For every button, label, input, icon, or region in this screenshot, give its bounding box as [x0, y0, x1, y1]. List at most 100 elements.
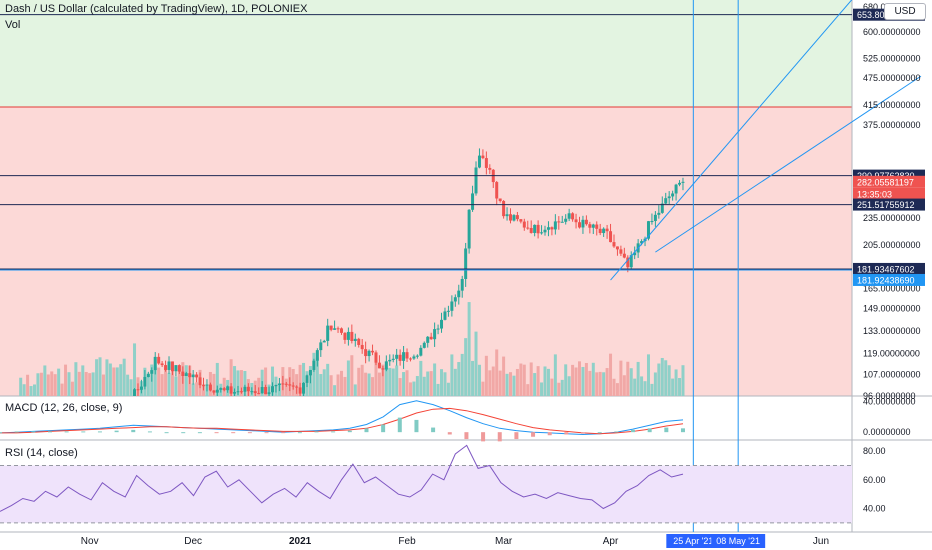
- volume-bar: [643, 381, 647, 396]
- candle-body: [295, 386, 299, 388]
- volume-bar: [646, 354, 650, 396]
- volume-bar: [333, 385, 337, 396]
- volume-bar: [481, 381, 485, 396]
- volume-bar: [229, 359, 233, 396]
- candle-body: [136, 389, 140, 391]
- candle-body: [653, 214, 657, 222]
- volume-bar: [533, 373, 537, 396]
- currency-badge[interactable]: USD: [884, 3, 926, 20]
- volume-bar: [567, 376, 571, 396]
- candle-body: [564, 218, 568, 222]
- volume-bar: [519, 363, 523, 396]
- candle-body: [212, 390, 216, 393]
- volume-bar: [667, 365, 671, 396]
- volume-bar: [319, 374, 323, 396]
- candle-body: [584, 219, 588, 225]
- drawn-lines[interactable]: [0, 0, 922, 532]
- candle-body: [143, 376, 147, 387]
- volume-bar: [22, 384, 26, 396]
- macd-histogram-bar: [680, 428, 685, 433]
- price-label-box: [853, 273, 925, 286]
- candle-body: [164, 365, 168, 370]
- volume-bar: [26, 374, 30, 396]
- macd-histogram-bar: [147, 431, 152, 433]
- candle-body: [391, 358, 395, 360]
- candle-body: [609, 231, 613, 243]
- volume-bar: [146, 375, 150, 396]
- volume-bar: [657, 363, 661, 396]
- macd-histogram-bar: [364, 428, 369, 433]
- candle-body: [433, 329, 437, 340]
- candle-body: [288, 384, 292, 386]
- volume-bar: [112, 367, 116, 396]
- candle-body: [512, 215, 516, 221]
- volume-bar: [329, 375, 333, 396]
- price-tick-label: 525.00000000: [863, 53, 921, 63]
- candle-body: [346, 331, 350, 340]
- price-label-box: [853, 175, 925, 188]
- candle-body: [333, 328, 337, 330]
- candle-body: [302, 382, 306, 394]
- volume-bar: [191, 383, 195, 396]
- volume-bar: [640, 376, 644, 396]
- candle-body: [419, 347, 423, 356]
- macd-histogram-bar: [631, 429, 636, 433]
- candle-body: [291, 385, 295, 387]
- candle-body: [191, 374, 195, 378]
- volume-bar: [581, 366, 585, 396]
- volume-bar: [433, 363, 437, 396]
- candle-body: [246, 386, 250, 392]
- macd-histogram-bar: [131, 429, 136, 433]
- volume-bar: [167, 372, 171, 396]
- volume-bar: [453, 368, 457, 396]
- volume-bar: [70, 381, 74, 396]
- candle-body: [612, 242, 616, 247]
- volume-bar: [633, 378, 637, 396]
- time-axis[interactable]: Nov Dec 2021 Feb Mar Apr Jun 25 Apr '21 08 May '…: [81, 534, 829, 548]
- volume-bar: [653, 372, 657, 396]
- background-layer: [0, 0, 932, 533]
- candle-body: [557, 221, 561, 223]
- countdown-text: 13:35:03: [857, 189, 892, 199]
- volume-bar: [450, 354, 454, 396]
- volume-bar: [371, 377, 375, 396]
- volume-bar: [264, 367, 268, 396]
- candle-body: [181, 371, 185, 376]
- volume-bar: [295, 374, 299, 396]
- macd-histogram-bar: [181, 432, 186, 434]
- macd-histogram-bar: [314, 431, 319, 433]
- price-axis[interactable]: 96.00000000 107.00000000 119.00000000 133.0…: [853, 2, 925, 514]
- macd-histogram-bar: [0, 432, 2, 434]
- candle-body: [446, 310, 450, 312]
- macd-histogram-bar: [14, 431, 19, 433]
- candle-body: [284, 383, 288, 385]
- volume-bar: [343, 376, 347, 396]
- volume-bar: [522, 364, 526, 396]
- macd-tick-label: 0.00000000: [863, 427, 911, 437]
- volume-bar: [177, 368, 181, 396]
- candle-body: [219, 388, 223, 390]
- candle-body: [188, 373, 192, 378]
- candle-body: [515, 215, 519, 220]
- volume-bar: [164, 367, 168, 396]
- candle-body: [595, 224, 599, 229]
- candle-body: [560, 221, 564, 223]
- volume-bar: [491, 366, 495, 396]
- volume-bar: [170, 363, 174, 396]
- price-label-box: [853, 262, 925, 275]
- price-label: 181.92438690: [853, 273, 925, 286]
- macd-histogram-bar: [397, 417, 402, 433]
- volume-bar: [571, 364, 575, 396]
- macd-histogram-bar: [31, 431, 36, 433]
- candle-body: [591, 224, 595, 228]
- candle-body: [502, 201, 506, 217]
- volume-bar: [536, 366, 540, 396]
- volume-bar: [391, 368, 395, 396]
- macd-histogram-bar: [97, 431, 102, 433]
- candle-body: [574, 219, 578, 223]
- volume-bar: [543, 366, 547, 396]
- candle-body: [408, 358, 412, 360]
- volume-bar: [415, 376, 419, 396]
- candle-body: [312, 360, 316, 370]
